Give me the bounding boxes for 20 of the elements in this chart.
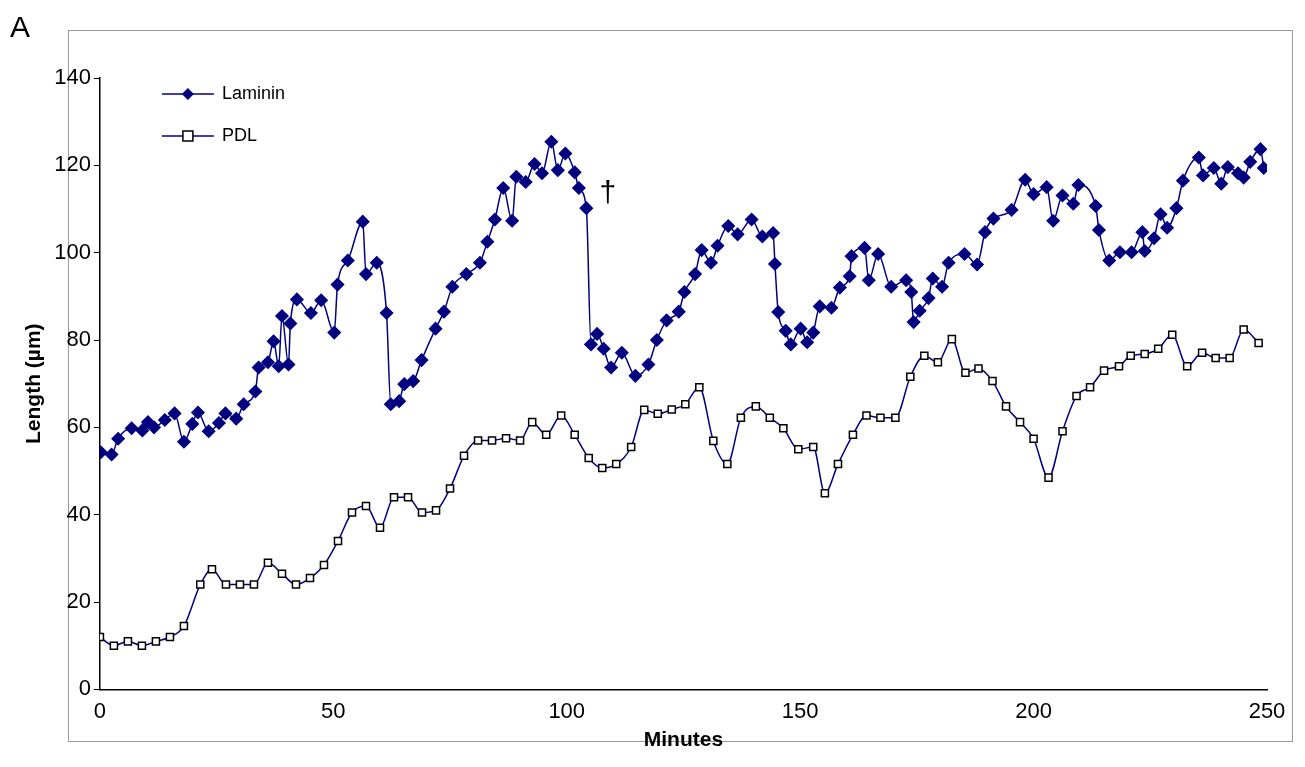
x-tick-label: 150 bbox=[781, 697, 819, 723]
legend-label: PDL bbox=[221, 124, 257, 145]
text: A bbox=[10, 10, 31, 44]
x-tick-label: 200 bbox=[1015, 697, 1052, 723]
y-tick-label: 140 bbox=[54, 64, 91, 90]
y-tick-label: 40 bbox=[66, 500, 91, 526]
y-tick-label: 60 bbox=[66, 413, 91, 439]
y-tick-label: 120 bbox=[54, 151, 91, 177]
y-tick-label: 0 bbox=[78, 675, 91, 701]
y-tick-label: 80 bbox=[66, 326, 91, 352]
x-tick-label: 100 bbox=[548, 697, 586, 723]
legend-label: Laminin bbox=[221, 82, 285, 103]
x-tick-label: 50 bbox=[321, 697, 346, 723]
x-tick-label: 250 bbox=[1248, 697, 1286, 723]
y-tick-label: 20 bbox=[66, 588, 91, 614]
x-tick-label: 0 bbox=[93, 697, 107, 723]
annotation: † bbox=[599, 175, 617, 209]
y-tick-label: 100 bbox=[54, 238, 91, 264]
y-axis-title: Length (µm) bbox=[21, 323, 45, 444]
x-axis-title: Minutes bbox=[643, 727, 724, 751]
